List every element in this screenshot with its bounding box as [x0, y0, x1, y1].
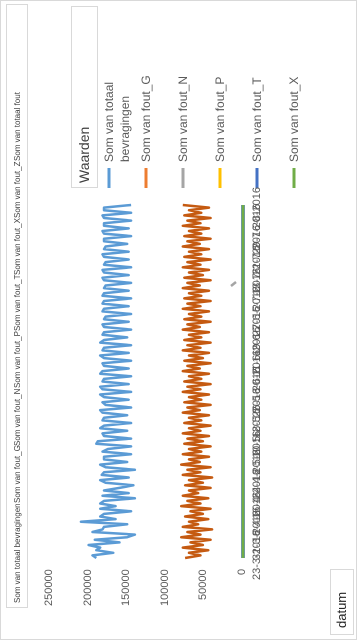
y-tick-label: 50000 [197, 569, 210, 600]
value-field-buttons: Som van totaal bevragingen Som van fout_G… [6, 4, 28, 608]
legend-title-box[interactable]: Waarden [71, 6, 98, 188]
y-tick-label: 0 [236, 568, 248, 575]
legend-label: Som van totaal [102, 81, 116, 162]
y-tick-label: 200000 [81, 569, 94, 606]
y-tick-label: 100000 [158, 569, 171, 606]
series-line [79, 203, 137, 560]
legend-label: Som van fout_P [213, 76, 227, 162]
fout-n-blip [230, 281, 237, 287]
legend-title: Waarden [76, 126, 92, 183]
legend-label: bevragingen [118, 95, 132, 162]
x-tick-label: 6-8-2016 [251, 186, 263, 231]
y-tick-label: 150000 [120, 569, 133, 606]
y-tick-label: 250000 [43, 569, 55, 606]
axis-field-button-datum[interactable]: datum [330, 569, 354, 635]
legend-label: Som van fout_T [250, 77, 264, 162]
legend-label: Som van fout_G [139, 75, 153, 162]
legend-label: Som van fout_X [287, 76, 301, 162]
series-line [179, 203, 214, 560]
axis-field-label: datum [334, 591, 349, 628]
legend-label: Som van fout_N [176, 75, 190, 162]
